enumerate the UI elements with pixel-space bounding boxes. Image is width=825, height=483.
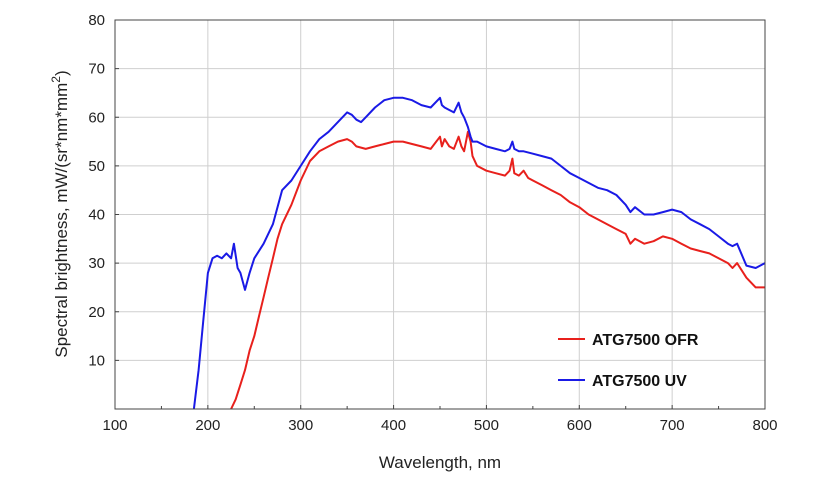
y-tick-label: 50 [88, 158, 105, 175]
series-lines [192, 96, 766, 410]
y-axis-ticks: 10 20 30 40 50 60 70 80 [88, 12, 119, 369]
x-tick-label: 300 [288, 417, 313, 434]
y-tick-label: 10 [88, 352, 105, 369]
legend: ATG7500 OFR ATG7500 UV [558, 332, 699, 390]
x-tick-label: 700 [660, 417, 685, 434]
y-tick-label: 40 [88, 207, 105, 224]
x-tick-label: 500 [474, 417, 499, 434]
y-axis-title: Spectral brightness, mW/(sr*nm*mm2) [49, 70, 71, 357]
series-line-uv [192, 96, 766, 410]
x-tick-label: 800 [752, 417, 777, 434]
x-tick-label: 200 [195, 417, 220, 434]
series-line-ofr [230, 130, 765, 410]
x-tick-label: 100 [102, 417, 127, 434]
y-tick-label: 70 [88, 61, 105, 78]
y-tick-label: 60 [88, 109, 105, 126]
legend-label-ofr: ATG7500 OFR [592, 332, 699, 349]
x-axis-ticks: 100 200 300 400 500 600 700 800 [102, 405, 778, 434]
x-axis-title: Wavelength, nm [379, 453, 501, 472]
y-axis-title-close: ) [52, 70, 71, 76]
x-tick-label: 600 [567, 417, 592, 434]
y-tick-label: 30 [88, 255, 105, 272]
y-axis-title-sup: 2 [49, 76, 63, 83]
y-tick-label: 20 [88, 304, 105, 321]
grid [115, 20, 765, 409]
y-axis-title-main: Spectral brightness, mW/(sr*nm*mm [52, 83, 71, 358]
x-tick-label: 400 [381, 417, 406, 434]
y-tick-label: 80 [88, 12, 105, 29]
legend-label-uv: ATG7500 UV [592, 373, 687, 390]
